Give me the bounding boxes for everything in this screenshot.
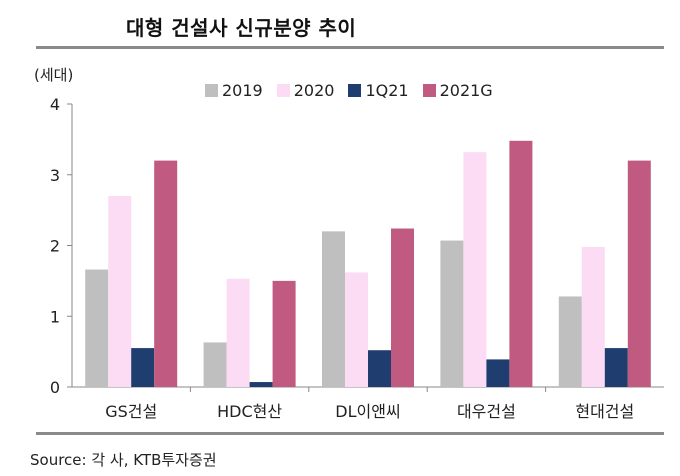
x-tick-label-2: DL이앤씨 xyxy=(335,402,400,421)
bar-2021g-1 xyxy=(272,280,296,387)
bar-2019-1 xyxy=(203,342,227,387)
bar-2020-0 xyxy=(108,195,132,387)
bar-2020-2 xyxy=(345,272,368,387)
bar-1q21-0 xyxy=(131,348,155,387)
bar-1q21-1 xyxy=(249,382,273,387)
bar-2019-3 xyxy=(440,240,464,387)
legend-label-2019: 2019 xyxy=(222,81,263,100)
bar-1q21-3 xyxy=(486,359,510,387)
chart-title: 대형 건설사 신규분양 추이 xyxy=(126,16,357,40)
legend-label-1q21: 1Q21 xyxy=(365,81,409,100)
x-tick-label-0: GS건설 xyxy=(105,402,157,421)
y-tick-label-3: 3 xyxy=(50,166,60,185)
bar-2019-2 xyxy=(322,231,345,387)
legend-item-1q21: 1Q21 xyxy=(348,81,409,100)
legend-swatch-2020 xyxy=(276,84,290,97)
top-rule xyxy=(36,46,664,49)
source-note: Source: 각 사, KTB투자증권 xyxy=(30,451,217,469)
bottom-rule xyxy=(36,432,664,435)
bar-2021g-3 xyxy=(509,140,533,387)
legend-swatch-1q21 xyxy=(348,84,362,97)
legend-label-2021g: 2021G xyxy=(439,81,493,100)
y-axis-unit-label: (세대) xyxy=(34,66,74,84)
legend: 2019 2020 1Q21 2021G xyxy=(205,81,493,100)
y-tick-label-1: 1 xyxy=(50,307,60,326)
x-tick-label-3: 대우건설 xyxy=(457,402,516,421)
legend-swatch-2019 xyxy=(205,84,218,97)
bar-2019-0 xyxy=(85,269,109,387)
y-tick-label-4: 4 xyxy=(50,95,60,114)
legend-item-2021g: 2021G xyxy=(422,81,493,100)
legend-item-2019: 2019 xyxy=(205,81,263,100)
x-tick-label-4: 현대건설 xyxy=(575,402,634,421)
y-tick-label-2: 2 xyxy=(50,237,60,256)
bar-2020-4 xyxy=(581,246,605,387)
bar-2019-4 xyxy=(558,296,582,387)
x-tick-label-1: HDC현산 xyxy=(217,402,282,421)
legend-swatch-2021g xyxy=(422,84,436,97)
bar-2021g-4 xyxy=(627,160,651,387)
legend-label-2020: 2020 xyxy=(293,81,335,100)
bar-2020-3 xyxy=(463,152,487,387)
bar-1q21-4 xyxy=(604,348,628,387)
y-tick-label-0: 0 xyxy=(50,378,60,397)
bar-2021g-0 xyxy=(154,160,178,387)
bar-2020-1 xyxy=(226,278,250,387)
bar-2021g-2 xyxy=(391,228,414,387)
bar-1q21-2 xyxy=(368,350,391,387)
legend-item-2020: 2020 xyxy=(276,81,335,100)
